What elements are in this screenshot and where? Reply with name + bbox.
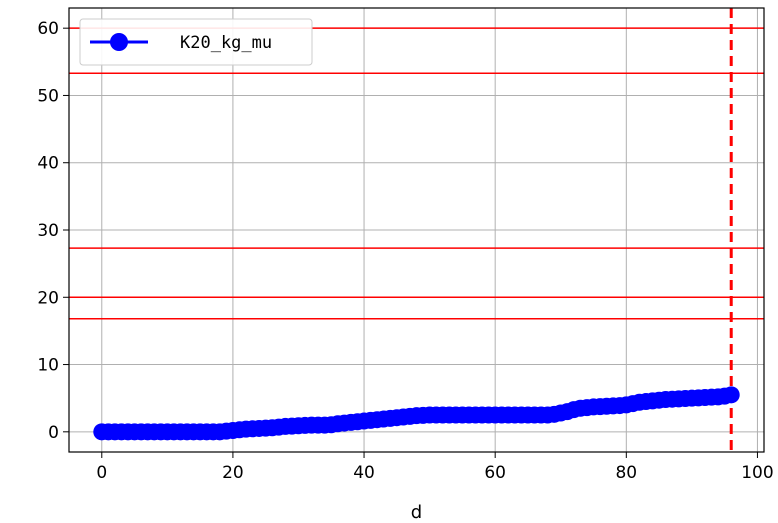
axis-ticks: −200204060801000102030405060 [37,19,773,483]
y-tick-label: 10 [37,356,59,376]
legend: K20_kg_mu [79,18,313,66]
legend-marker-swatch [110,33,128,51]
x-tick-label: 60 [484,463,506,483]
series-layer [93,386,740,441]
horizontal-reference-lines [69,27,764,320]
x-tick-label: 100 [741,463,773,483]
legend-box [79,18,313,66]
y-tick-label: 0 [48,423,59,443]
y-tick-label: 40 [37,154,59,174]
x-tick-label: 80 [615,463,637,483]
x-axis-label: d [411,502,422,523]
data-point [722,386,740,404]
grid-lines [69,8,764,452]
y-tick-label: 60 [37,19,59,39]
y-tick-label: 30 [37,221,59,241]
x-tick-label: 20 [222,463,244,483]
x-tick-label: 0 [96,463,107,483]
x-tick-label: 40 [353,463,375,483]
legend-label: K20_kg_mu [180,33,272,53]
y-tick-label: 20 [37,288,59,308]
y-tick-label: 50 [37,86,59,106]
